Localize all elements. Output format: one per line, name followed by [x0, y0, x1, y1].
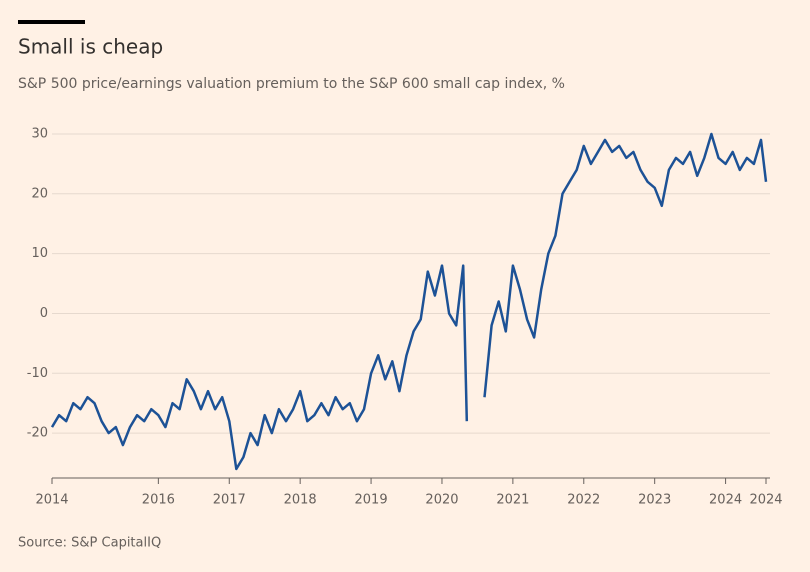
x-tick-label: 2019 [355, 493, 388, 508]
y-tick-label: 10 [31, 246, 48, 261]
y-tick-label: 20 [31, 186, 48, 201]
y-tick-label: 30 [31, 126, 48, 141]
x-tick-label: 2022 [567, 493, 600, 508]
x-tick-label: 2016 [142, 493, 175, 508]
x-tick-label: 2018 [284, 493, 317, 508]
chart-title: Small is cheap [18, 35, 163, 59]
x-tick-label: 2024 [749, 493, 782, 508]
y-tick-label: -20 [27, 426, 48, 441]
top-bar [18, 20, 85, 24]
y-tick-label: -10 [27, 366, 48, 381]
line-series [50, 132, 768, 471]
x-tick-label: 2014 [35, 493, 68, 508]
x-tick-label: 2020 [425, 493, 458, 508]
y-tick-label: 0 [40, 306, 48, 321]
x-tick-label: 2021 [496, 493, 529, 508]
chart-subtitle: S&P 500 price/earnings valuation premium… [18, 76, 565, 92]
x-tick-label: 2024 [709, 493, 742, 508]
x-tick-label: 2017 [213, 493, 246, 508]
x-tick-label: 2023 [638, 493, 671, 508]
source: Source: S&P CapitalIQ [18, 536, 161, 551]
